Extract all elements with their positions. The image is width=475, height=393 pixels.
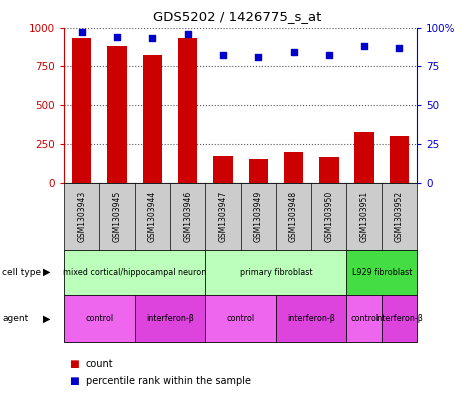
Text: interferon-β: interferon-β xyxy=(287,314,335,323)
Bar xyxy=(354,132,374,183)
Point xyxy=(78,29,86,35)
Text: GDS5202 / 1426775_s_at: GDS5202 / 1426775_s_at xyxy=(153,10,322,23)
Bar xyxy=(178,39,197,183)
Text: GSM1303950: GSM1303950 xyxy=(324,191,333,242)
Text: interferon-β: interferon-β xyxy=(146,314,194,323)
Bar xyxy=(107,46,127,183)
Text: control: control xyxy=(227,314,255,323)
Bar xyxy=(319,157,339,183)
Bar xyxy=(72,39,92,183)
Text: control: control xyxy=(350,314,378,323)
Text: ▶: ▶ xyxy=(43,267,50,277)
Text: cell type: cell type xyxy=(2,268,41,277)
Point xyxy=(219,52,227,59)
Bar xyxy=(213,156,233,183)
Text: GSM1303945: GSM1303945 xyxy=(113,191,122,242)
Text: primary fibroblast: primary fibroblast xyxy=(239,268,312,277)
Text: ■: ■ xyxy=(69,358,79,369)
Text: ■: ■ xyxy=(69,376,79,386)
Text: count: count xyxy=(86,358,113,369)
Point xyxy=(325,52,332,59)
Point xyxy=(255,54,262,60)
Text: GSM1303943: GSM1303943 xyxy=(77,191,86,242)
Point xyxy=(184,31,191,37)
Bar xyxy=(390,136,409,183)
Bar xyxy=(284,152,303,183)
Text: agent: agent xyxy=(2,314,28,323)
Text: control: control xyxy=(86,314,114,323)
Text: L929 fibroblast: L929 fibroblast xyxy=(352,268,412,277)
Point xyxy=(149,35,156,42)
Text: GSM1303949: GSM1303949 xyxy=(254,191,263,242)
Point xyxy=(113,34,121,40)
Text: GSM1303948: GSM1303948 xyxy=(289,191,298,242)
Text: GSM1303944: GSM1303944 xyxy=(148,191,157,242)
Text: percentile rank within the sample: percentile rank within the sample xyxy=(86,376,250,386)
Text: ▶: ▶ xyxy=(43,313,50,323)
Point xyxy=(396,44,403,51)
Text: GSM1303951: GSM1303951 xyxy=(360,191,369,242)
Text: GSM1303952: GSM1303952 xyxy=(395,191,404,242)
Text: GSM1303947: GSM1303947 xyxy=(218,191,228,242)
Bar xyxy=(248,159,268,183)
Text: interferon-β: interferon-β xyxy=(375,314,423,323)
Bar xyxy=(142,55,162,183)
Point xyxy=(290,49,297,55)
Text: mixed cortical/hippocampal neuron: mixed cortical/hippocampal neuron xyxy=(63,268,206,277)
Point xyxy=(361,43,368,49)
Text: GSM1303946: GSM1303946 xyxy=(183,191,192,242)
